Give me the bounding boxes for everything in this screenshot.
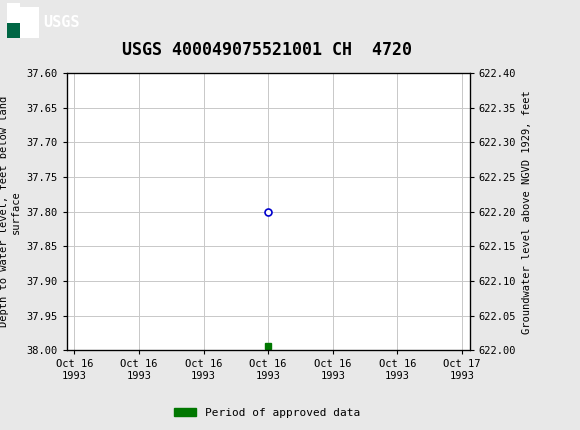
Bar xyxy=(7,3,20,22)
Y-axis label: Depth to water level, feet below land
surface: Depth to water level, feet below land su… xyxy=(0,96,21,327)
Legend: Period of approved data: Period of approved data xyxy=(169,403,364,422)
Y-axis label: Groundwater level above NGVD 1929, feet: Groundwater level above NGVD 1929, feet xyxy=(522,90,532,334)
Text: USGS: USGS xyxy=(44,15,80,30)
Text: USGS 400049075521001 CH  4720: USGS 400049075521001 CH 4720 xyxy=(122,41,412,59)
Bar xyxy=(7,7,39,38)
Bar xyxy=(7,3,20,38)
